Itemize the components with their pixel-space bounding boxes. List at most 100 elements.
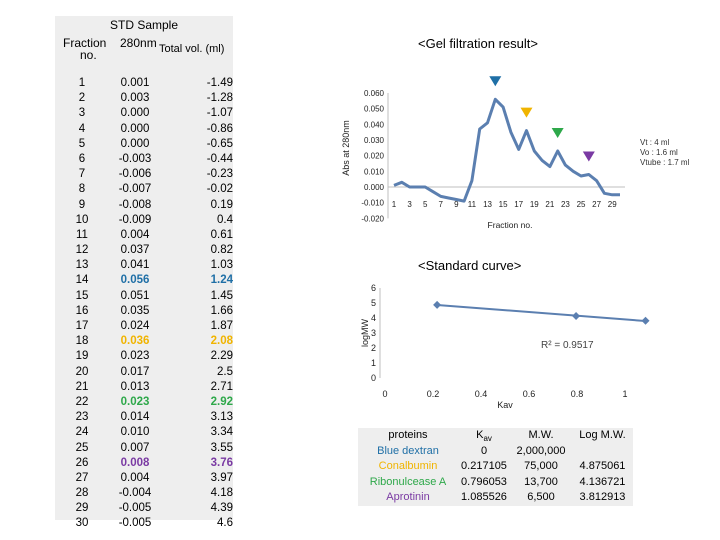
fraction-cell: 11 — [76, 228, 88, 241]
gel-y-tick-label: 0.040 — [364, 120, 385, 129]
std-trendline — [437, 303, 646, 322]
fraction-cell: 28 — [75, 487, 89, 500]
fraction-cell: 26 — [75, 456, 89, 469]
std-chart-title: <Standard curve> — [418, 258, 522, 273]
header-fraction-no: no. — [80, 48, 97, 62]
gel-x-tick-label: 15 — [499, 200, 508, 209]
table-title: STD Sample — [109, 18, 179, 32]
header-total-vol: Total vol. (ml) — [159, 43, 225, 55]
protein-header-mw: M.W. — [528, 429, 554, 441]
table-row: 27 0.004 3.97 — [55, 471, 233, 486]
std-x-tick-label: 1 — [622, 389, 627, 399]
abs-cell: 0.024 — [120, 320, 150, 332]
std-data-point — [433, 300, 442, 309]
table-row: 22 0.023 2.92 — [55, 395, 233, 410]
protein-table: proteins Kav M.W. Log M.W. Blue dextran 0… — [358, 428, 633, 506]
protein-row: Ribonulcease A 0.796053 13,700 4.136721 — [358, 475, 633, 491]
volume-cell: -1.07 — [206, 107, 233, 120]
fraction-cell: 15 — [75, 289, 89, 302]
abs-cell: 0.001 — [120, 77, 150, 89]
fraction-cell: 8 — [78, 183, 86, 196]
abs-cell: 0.003 — [120, 92, 150, 105]
table-row: 1 0.001 -1.49 — [55, 76, 233, 91]
protein-header-name: proteins — [388, 429, 428, 441]
volume-cell: -1.49 — [206, 77, 233, 89]
fraction-cell: 20 — [75, 365, 89, 378]
std-x-tick-label: 0.2 — [427, 389, 440, 399]
gel-x-tick-label: 29 — [608, 200, 617, 209]
gel-info-vt: Vt : 4 ml — [640, 138, 670, 147]
fraction-cell: 23 — [75, 411, 89, 424]
protein-mw: 13,700 — [524, 475, 558, 488]
gel-x-tick-label: 23 — [561, 200, 570, 209]
std-y-axis-label: logMW — [360, 319, 370, 348]
fraction-cell: 2 — [78, 92, 86, 105]
std-x-axis-label: Kav — [497, 400, 513, 410]
gel-y-tick-label: -0.010 — [361, 199, 384, 208]
volume-cell: 2.92 — [210, 395, 233, 408]
gel-y-tick-label: 0.000 — [364, 183, 385, 192]
gel-x-axis-label: Fraction no. — [488, 220, 533, 230]
std-x-tick-label: 0.8 — [571, 389, 584, 399]
abs-cell: -0.005 — [118, 517, 152, 530]
std-y-tick-label: 0 — [371, 373, 376, 383]
table-row: 17 0.024 1.87 — [55, 319, 233, 334]
abs-cell: 0.004 — [120, 471, 150, 484]
abs-cell: 0.023 — [120, 350, 150, 363]
table-row: 2 0.003 -1.28 — [55, 91, 233, 106]
std-data-point — [641, 316, 650, 325]
fraction-cell: 13 — [75, 259, 89, 272]
gel-info-vtube: Vtube : 1.7 ml — [640, 158, 690, 167]
abs-cell: 0.023 — [120, 395, 150, 408]
volume-cell: -1.28 — [206, 92, 233, 105]
fraction-cell: 24 — [75, 426, 89, 439]
table-row: 9 -0.008 0.19 — [55, 198, 233, 213]
abs-cell: 0.007 — [120, 441, 150, 454]
std-y-tick-label: 6 — [371, 283, 376, 293]
table-row: 28 -0.004 4.18 — [55, 486, 233, 501]
kav-main: K — [476, 429, 484, 441]
protein-mw: 6,500 — [527, 491, 555, 503]
fraction-cell: 10 — [75, 213, 89, 226]
protein-header-row: proteins Kav M.W. Log M.W. — [358, 428, 633, 444]
std-y-tick-label: 4 — [371, 313, 376, 323]
table-row: 11 0.004 0.61 — [55, 228, 233, 243]
gel-series-line — [393, 97, 620, 203]
r-squared-label: R² = 0.9517 — [541, 340, 594, 351]
fraction-cell: 30 — [75, 517, 89, 530]
protein-logmw: 4.875061 — [579, 460, 626, 472]
gel-y-tick-label: 0.060 — [364, 89, 385, 98]
gel-x-tick-label: 9 — [454, 200, 459, 209]
volume-cell: 1.03 — [210, 259, 233, 272]
fraction-cell: 3 — [78, 107, 86, 120]
protein-mw: 75,000 — [524, 460, 558, 472]
table-row: 30 -0.005 4.6 — [55, 516, 233, 531]
gel-x-tick-label: 27 — [592, 200, 601, 209]
volume-cell: 1.24 — [210, 274, 233, 287]
protein-name: Conalbumin — [378, 460, 438, 472]
std-x-tick-label: 0 — [382, 389, 387, 399]
abs-cell: 0.037 — [120, 244, 150, 257]
volume-cell: -0.23 — [206, 168, 233, 181]
volume-cell: 1.45 — [210, 289, 233, 302]
abs-cell: -0.004 — [118, 487, 152, 500]
abs-cell: 0.041 — [120, 259, 150, 272]
protein-mw: 2,000,000 — [516, 444, 566, 457]
abs-cell: 0.000 — [120, 107, 150, 120]
volume-cell: 0.19 — [210, 198, 233, 211]
table-row: 23 0.014 3.13 — [55, 410, 233, 425]
gel-x-tick-label: 3 — [407, 200, 412, 209]
volume-cell: 2.08 — [210, 335, 233, 348]
abs-cell: 0.010 — [120, 426, 150, 439]
table-row: 21 0.013 2.71 — [55, 380, 233, 395]
gel-x-tick-label: 5 — [423, 200, 428, 209]
gel-chart-title: <Gel filtration result> — [418, 36, 538, 51]
table-row: 14 0.056 1.24 — [55, 273, 233, 288]
volume-cell: 3.76 — [210, 456, 233, 469]
volume-cell: 2.29 — [210, 350, 233, 363]
table-row: 25 0.007 3.55 — [55, 441, 233, 456]
table-row: 18 0.036 2.08 — [55, 334, 233, 349]
fraction-cell: 6 — [78, 152, 86, 165]
fraction-cell: 17 — [75, 320, 89, 332]
